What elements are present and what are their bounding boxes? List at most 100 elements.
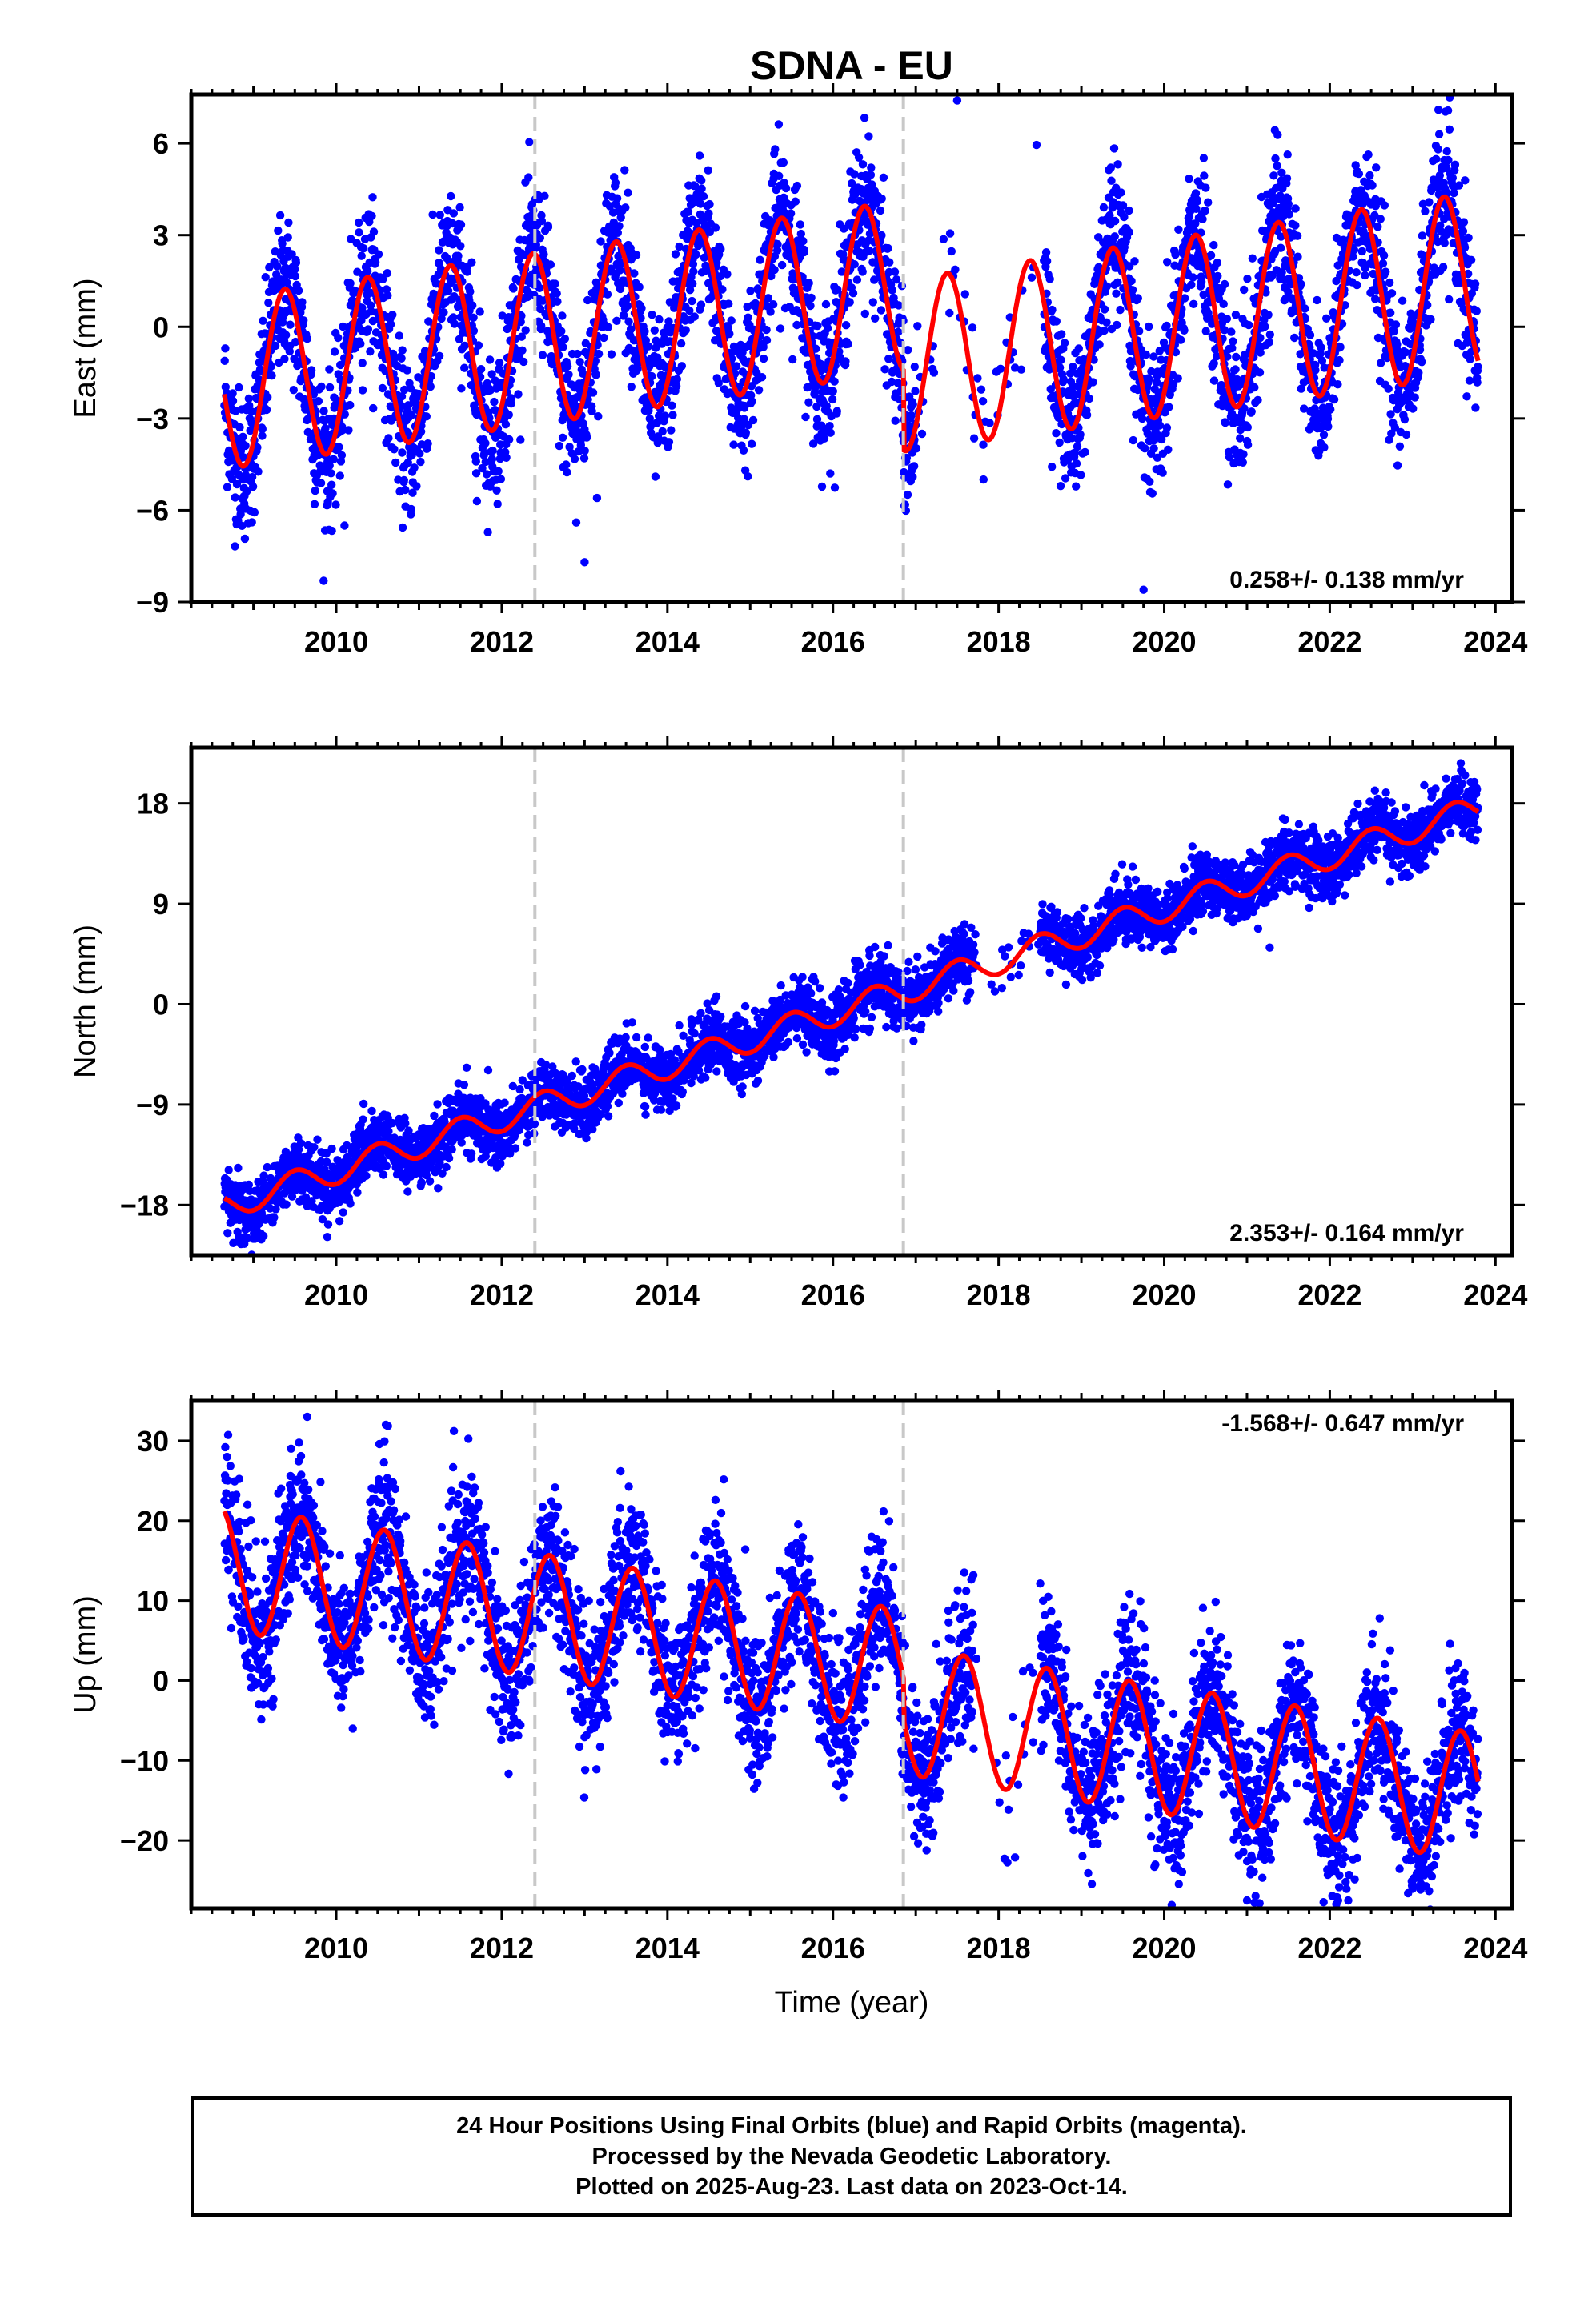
east-point [968,323,977,332]
east-point [231,542,239,551]
east-point [1127,276,1136,286]
east-point [1213,259,1222,267]
east-point [1273,162,1281,171]
east-point [616,213,625,222]
east-point [714,379,723,387]
east-point [552,289,561,298]
east-point [1317,343,1325,352]
east-point [1238,458,1248,467]
east-point [363,325,373,334]
east-point [1293,252,1302,261]
east-point [524,173,533,182]
east-point [650,326,659,335]
east-point [1055,438,1064,447]
east-point [910,363,920,371]
east-point [1243,423,1253,432]
east-point [1297,279,1305,288]
east-outlier-point [472,496,482,506]
east-point [321,424,330,433]
east-point [904,346,912,355]
east-point [1240,404,1249,413]
east-point [1059,375,1068,384]
east-point [449,313,458,322]
east-point [416,457,425,467]
east-point [1333,380,1342,389]
east-point [636,314,645,323]
east-point [615,222,624,231]
east-point [716,272,724,281]
east-point [1102,282,1112,291]
east-point [591,371,600,379]
east-point [1320,443,1329,452]
east-point [1130,257,1139,266]
east-point [562,460,571,469]
east-point [690,312,699,321]
east-point [908,400,917,409]
east-point [1187,280,1196,289]
east-point [808,439,818,448]
east-point [1017,365,1026,374]
east-point [876,206,885,215]
east-point [1335,355,1344,365]
east-point [416,427,426,436]
east-point [1393,461,1402,470]
east-point [841,321,851,330]
east-point [228,396,238,406]
east-point [337,451,347,459]
east-point [457,384,466,393]
east-point [1209,359,1218,368]
east-point [1393,340,1402,349]
east-point [825,422,834,431]
east-point [460,363,469,372]
east-point [692,250,700,259]
east-point [1213,351,1221,361]
east-x-tick-label: 2012 [470,625,534,658]
east-point [1384,384,1393,393]
east-point [475,307,484,316]
east-point [890,267,900,276]
east-point [1231,311,1241,319]
east-point [553,297,562,306]
east-point [235,423,244,432]
east-point [241,441,250,451]
east-point [1349,252,1357,261]
east-point [407,451,416,459]
east-point [1192,204,1201,213]
east-point [885,258,894,267]
east-point [493,500,502,508]
east-point [346,279,355,288]
east-point [327,480,336,489]
east-point [1283,150,1292,159]
north-point [251,1234,259,1243]
east-point [259,316,267,325]
east-point [796,229,805,239]
east-point [537,321,546,331]
east-point [231,493,239,502]
east-point [1387,289,1397,298]
east-point [347,235,355,243]
east-point [1329,395,1339,404]
east-point [469,313,478,322]
east-point [374,250,383,259]
north-point [433,1100,442,1109]
east-point [1164,445,1173,454]
east-point [359,244,368,253]
east-point [239,432,247,441]
east-point [317,382,326,391]
east-point [751,299,760,308]
east-point [866,171,876,179]
east-point [951,265,960,274]
east-point [327,526,336,536]
east-point [1465,376,1474,385]
east-point [852,275,862,284]
east-point [538,351,547,359]
east-point [271,341,280,351]
east-point [1113,278,1122,287]
east-point [685,286,695,295]
east-point [762,335,772,345]
east-point [495,359,504,367]
east-point [1177,335,1185,344]
east-point [1377,359,1385,367]
east-point [848,289,858,298]
